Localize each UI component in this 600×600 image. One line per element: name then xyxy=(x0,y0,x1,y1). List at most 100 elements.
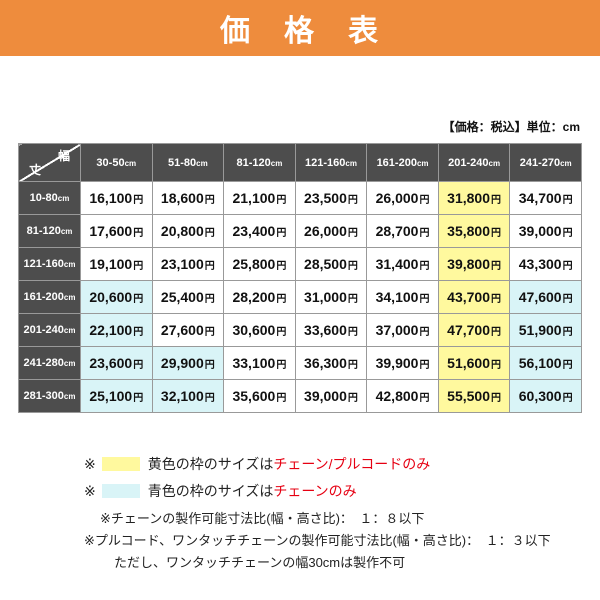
yen-suffix: 円 xyxy=(204,360,215,371)
price-value: 31,000 xyxy=(304,289,347,305)
price-value: 32,100 xyxy=(160,388,204,404)
price-cell: 28,700円 xyxy=(366,214,439,248)
price-value: 43,300 xyxy=(518,256,562,272)
price-cell: 56,100円 xyxy=(509,346,582,380)
table-row: 81-120cm 17,600円 20,800円 23,400円 26,000円 28,7… xyxy=(18,214,582,248)
price-cell: 39,800円 xyxy=(437,247,511,281)
price-value: 28,200 xyxy=(232,289,276,305)
price-value: 51,600 xyxy=(447,355,490,371)
legend-notes: ※チェーンの製作可能寸法比(幅・高さ比)： １：８以下 ※プルコード、ワンタッチチ… xyxy=(84,508,600,574)
price-value: 39,000 xyxy=(304,388,347,404)
yen-suffix: 円 xyxy=(276,327,287,338)
yen-suffix: 円 xyxy=(347,228,358,239)
price-value: 20,600 xyxy=(89,289,133,305)
note-asterisk-mark: ※ xyxy=(84,456,96,472)
legend-text-highlight: チェーンのみ xyxy=(273,483,357,499)
page-title-bar: 価 格 表 xyxy=(0,0,600,56)
price-value: 25,100 xyxy=(89,388,133,404)
price-value: 35,800 xyxy=(447,223,490,239)
table-header-row: 幅 丈 30-50cm 51-80cm 81-120cm 121-160cm 161-2… xyxy=(18,143,582,182)
price-cell: 35,600円 xyxy=(223,379,296,413)
yen-suffix: 円 xyxy=(491,294,501,305)
legend-note-line: ただし、ワンタッチチェーンの幅30cmは製作不可 xyxy=(114,555,406,570)
legend-text: 黄色の枠のサイズは xyxy=(147,456,274,472)
price-value: 33,100 xyxy=(232,355,276,371)
table-row: 161-200cm 20,600円 25,400円 28,200円 31,000円 34,… xyxy=(18,280,582,314)
yen-suffix: 円 xyxy=(347,195,358,206)
price-cell: 31,000円 xyxy=(294,280,368,314)
price-value: 21,100 xyxy=(232,190,276,206)
legend-text: 青色の枠のサイズは xyxy=(147,483,274,499)
price-cell: 23,400円 xyxy=(223,214,296,248)
row-header-height-81-120: 81-120cm xyxy=(18,214,81,248)
price-cell: 26,000円 xyxy=(294,214,368,248)
yen-suffix: 円 xyxy=(276,393,287,404)
price-value: 34,700 xyxy=(518,190,562,206)
column-header-width-161-200: 161-200cm xyxy=(366,143,439,182)
yen-suffix: 円 xyxy=(419,261,430,272)
yen-suffix: 円 xyxy=(204,327,215,338)
price-cell: 47,600円 xyxy=(509,280,582,314)
price-value: 47,700 xyxy=(447,322,490,338)
price-value: 25,800 xyxy=(232,256,276,272)
price-cell: 35,800円 xyxy=(437,214,511,248)
table-row: 241-280cm 23,600円 29,900円 33,100円 36,300円 39,… xyxy=(18,346,582,380)
yen-suffix: 円 xyxy=(491,327,501,338)
price-value: 18,600 xyxy=(160,190,204,206)
price-cell: 36,300円 xyxy=(294,346,368,380)
price-value: 56,100 xyxy=(518,355,562,371)
yen-suffix: 円 xyxy=(491,261,501,272)
price-cell: 37,000円 xyxy=(366,313,439,347)
price-cell: 31,400円 xyxy=(366,247,439,281)
legend-text-highlight: チェーン/プルコードのみ xyxy=(273,456,431,472)
price-cell: 34,100円 xyxy=(366,280,439,314)
price-value: 23,600 xyxy=(89,355,133,371)
yen-suffix: 円 xyxy=(562,228,573,239)
price-cell: 22,100円 xyxy=(80,313,153,347)
price-value: 17,600 xyxy=(89,223,133,239)
corner-width-label: 幅 xyxy=(57,149,70,163)
legend-items: ※ 黄色の枠のサイズはチェーン/プルコードのみ ※ 青色の枠のサイズはチェーンのみ xyxy=(84,451,600,505)
yen-suffix: 円 xyxy=(133,228,144,239)
price-value: 33,600 xyxy=(304,322,347,338)
yen-suffix: 円 xyxy=(562,195,573,206)
price-tax-unit-note: 【価格：税込】単位：cm xyxy=(442,120,580,134)
price-value: 26,000 xyxy=(304,223,347,239)
price-value: 47,600 xyxy=(518,289,562,305)
column-header-width-81-120: 81-120cm xyxy=(223,143,296,182)
yen-suffix: 円 xyxy=(491,195,501,206)
price-value: 23,400 xyxy=(232,223,276,239)
price-cell: 23,500円 xyxy=(294,181,368,215)
yen-suffix: 円 xyxy=(133,360,144,371)
price-cell: 19,100円 xyxy=(80,247,153,281)
price-value: 39,000 xyxy=(518,223,562,239)
yen-suffix: 円 xyxy=(133,327,144,338)
yen-suffix: 円 xyxy=(204,195,215,206)
price-cell: 51,900円 xyxy=(509,313,582,347)
row-header-height-201-240: 201-240cm xyxy=(18,313,81,347)
row-header-height-121-160: 121-160cm xyxy=(18,247,81,281)
table-row: 10-80cm 16,100円 18,600円 21,100円 23,500円 26,00… xyxy=(18,181,582,215)
yen-suffix: 円 xyxy=(276,360,287,371)
price-value: 20,800 xyxy=(160,223,204,239)
note-asterisk-mark: ※ xyxy=(84,483,96,499)
yen-suffix: 円 xyxy=(347,327,358,338)
yen-suffix: 円 xyxy=(562,261,573,272)
yen-suffix: 円 xyxy=(347,360,358,371)
legend-item: ※ 青色の枠のサイズはチェーンのみ xyxy=(84,478,600,505)
yen-suffix: 円 xyxy=(204,261,215,272)
price-value: 28,700 xyxy=(375,223,419,239)
price-cell: 27,600円 xyxy=(151,313,225,347)
price-value: 27,600 xyxy=(160,322,204,338)
column-header-width-51-80: 51-80cm xyxy=(151,143,225,182)
yen-suffix: 円 xyxy=(204,393,215,404)
price-value: 30,600 xyxy=(232,322,276,338)
price-value: 36,300 xyxy=(304,355,347,371)
price-value: 39,900 xyxy=(375,355,419,371)
yen-suffix: 円 xyxy=(491,393,501,404)
yen-suffix: 円 xyxy=(347,261,358,272)
price-cell: 21,100円 xyxy=(223,181,296,215)
price-cell: 28,500円 xyxy=(294,247,368,281)
price-cell: 31,800円 xyxy=(437,181,511,215)
